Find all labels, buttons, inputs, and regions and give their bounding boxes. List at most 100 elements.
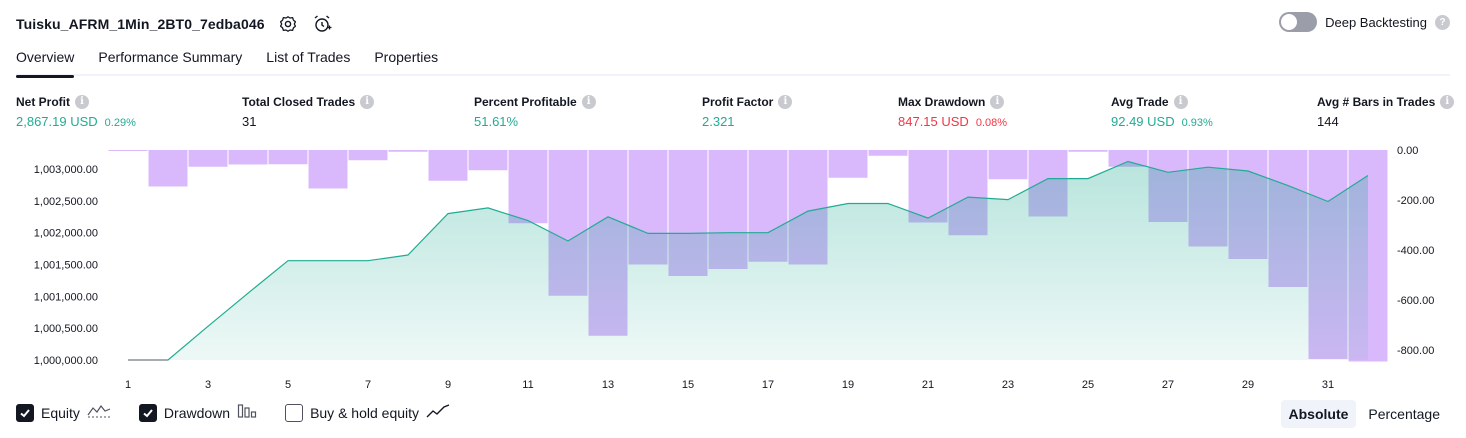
left-tick-label: 1,000,500.00 [34, 323, 98, 335]
metric-label: Percent Profitable [474, 94, 577, 109]
tab-overview[interactable]: Overview [16, 44, 75, 78]
drawdown-bar [308, 150, 348, 189]
buy-hold-line-icon [426, 403, 450, 422]
drawdown-bar [908, 150, 948, 223]
scale-toggle: Absolute Percentage [1280, 400, 1449, 428]
x-tick-label: 13 [602, 379, 614, 391]
x-tick-label: 17 [762, 379, 774, 391]
info-icon[interactable]: i [75, 94, 89, 109]
equity-checkbox[interactable] [16, 403, 34, 422]
help-icon[interactable]: ? [1435, 14, 1450, 30]
tab-performance-summary[interactable]: Performance Summary [98, 49, 243, 65]
metric-value: 92.49 USD [1111, 114, 1175, 129]
buy-hold-checkbox[interactable] [285, 403, 304, 422]
x-tick-label: 27 [1162, 379, 1174, 391]
left-axis: 1,003,000.00 1,002,500.00 1,002,000.00 1,00… [34, 164, 98, 367]
drawdown-bar [508, 150, 548, 224]
left-tick-label: 1,003,000.00 [34, 164, 98, 176]
drawdown-bar [388, 150, 428, 152]
metric-percent-profitable: Percent Profitable i 51.61% [474, 93, 596, 129]
legend-drawdown[interactable]: Drawdown [138, 403, 257, 422]
x-tick-label: 19 [842, 379, 854, 391]
right-axis: 0.00 -200.00 -400.00 -600.00 -800.00 [1397, 145, 1434, 357]
tab-properties[interactable]: Properties [374, 49, 439, 65]
add-alert-clock-icon[interactable] [311, 13, 333, 35]
metric-value: 2,867.19 USD [16, 114, 98, 129]
left-tick-label: 1,001,500.00 [34, 260, 98, 272]
x-tick-label: 1 [125, 379, 131, 391]
drawdown-bar [148, 150, 188, 187]
chart-legend: Equity Drawdown Buy & hold equity [16, 403, 450, 422]
strategy-title: Tuisku_AFRM_1Min_2BT0_7edba046 [16, 16, 265, 32]
equity-line-icon [87, 403, 111, 422]
equity-drawdown-chart[interactable]: 1,003,000.00 1,002,500.00 1,002,000.00 1,00… [0, 140, 1466, 395]
x-tick-label: 29 [1242, 379, 1254, 391]
drawdown-bar [268, 150, 308, 165]
metric-value: 31 [242, 114, 257, 129]
left-tick-label: 1,001,000.00 [34, 291, 98, 303]
info-icon[interactable]: i [1440, 94, 1455, 109]
metric-value: 144 [1317, 114, 1339, 129]
drawdown-bar [1108, 150, 1148, 167]
drawdown-bars-icon [237, 403, 257, 422]
left-tick-label: 1,002,500.00 [34, 196, 98, 208]
metric-profit-factor: Profit Factor i 2.321 [702, 93, 793, 129]
metric-total-closed-trades: Total Closed Trades i 31 [242, 93, 375, 129]
info-icon[interactable]: i [778, 94, 793, 109]
report-tabs: Overview Performance Summary List of Tra… [16, 44, 1450, 78]
deep-backtesting-control: Deep Backtesting ? [1279, 12, 1450, 32]
legend-label: Buy & hold equity [310, 404, 420, 421]
deep-backtesting-toggle[interactable] [1279, 12, 1318, 32]
drawdown-bar [828, 150, 868, 178]
x-axis: 1 3 5 7 9 11 13 15 17 19 21 23 25 27 29 31 [125, 379, 1334, 391]
drawdown-bar [468, 150, 508, 171]
right-tick-label: -200.00 [1397, 195, 1434, 207]
metric-value: 2.321 [702, 114, 735, 129]
metric-value: 51.61% [474, 114, 519, 129]
tab-list-of-trades[interactable]: List of Trades [266, 49, 351, 65]
drawdown-bar [348, 150, 388, 161]
metric-avg-bars-in-trades: Avg # Bars in Trades i 144 [1317, 93, 1455, 129]
equity-area-fill [128, 161, 1368, 360]
metric-max-drawdown: Max Drawdown i 847.15 USD 0.08% [898, 93, 1007, 129]
percentage-button[interactable]: Percentage [1368, 406, 1440, 422]
info-icon[interactable]: i [1173, 94, 1188, 109]
legend-label: Drawdown [163, 404, 231, 421]
x-tick-label: 5 [285, 379, 291, 391]
metric-label: Net Profit [16, 94, 70, 109]
x-tick-label: 25 [1082, 379, 1094, 391]
x-tick-label: 31 [1322, 379, 1334, 391]
x-tick-label: 3 [205, 379, 211, 391]
metric-label: Max Drawdown [898, 94, 986, 109]
right-tick-label: -600.00 [1397, 295, 1434, 307]
drawdown-bar [868, 150, 908, 156]
equity-area [127, 160, 1369, 361]
absolute-button[interactable]: Absolute [1280, 400, 1357, 428]
equity-line [128, 160, 1369, 361]
left-tick-label: 1,000,000.00 [34, 355, 98, 367]
legend-buy-hold[interactable]: Buy & hold equity [285, 403, 450, 422]
x-tick-label: 15 [682, 379, 694, 391]
legend-label: Equity [41, 404, 80, 421]
drawdown-checkbox[interactable] [138, 403, 157, 422]
info-icon[interactable]: i [990, 94, 1005, 109]
drawdown-bar [108, 150, 148, 151]
strategy-header: Tuisku_AFRM_1Min_2BT0_7edba046 [16, 10, 333, 38]
metric-percent: 0.93% [1181, 117, 1213, 129]
info-icon[interactable]: i [360, 94, 375, 109]
gear-icon[interactable] [277, 13, 299, 35]
metric-label: Total Closed Trades [242, 94, 356, 109]
drawdown-bar [188, 150, 228, 167]
toggle-knob [1281, 14, 1298, 30]
right-tick-label: -400.00 [1397, 245, 1434, 257]
metric-value: 847.15 USD [898, 114, 969, 129]
legend-equity[interactable]: Equity [16, 403, 111, 422]
left-tick-label: 1,002,000.00 [34, 228, 98, 240]
info-icon[interactable]: i [581, 94, 596, 109]
metric-net-profit: Net Profit i 2,867.19 USD 0.29% [16, 93, 136, 129]
right-tick-label: -800.00 [1397, 345, 1434, 357]
x-tick-label: 23 [1002, 379, 1014, 391]
deep-backtesting-label: Deep Backtesting [1325, 14, 1427, 30]
x-tick-label: 9 [445, 379, 451, 391]
drawdown-bar [428, 150, 468, 181]
